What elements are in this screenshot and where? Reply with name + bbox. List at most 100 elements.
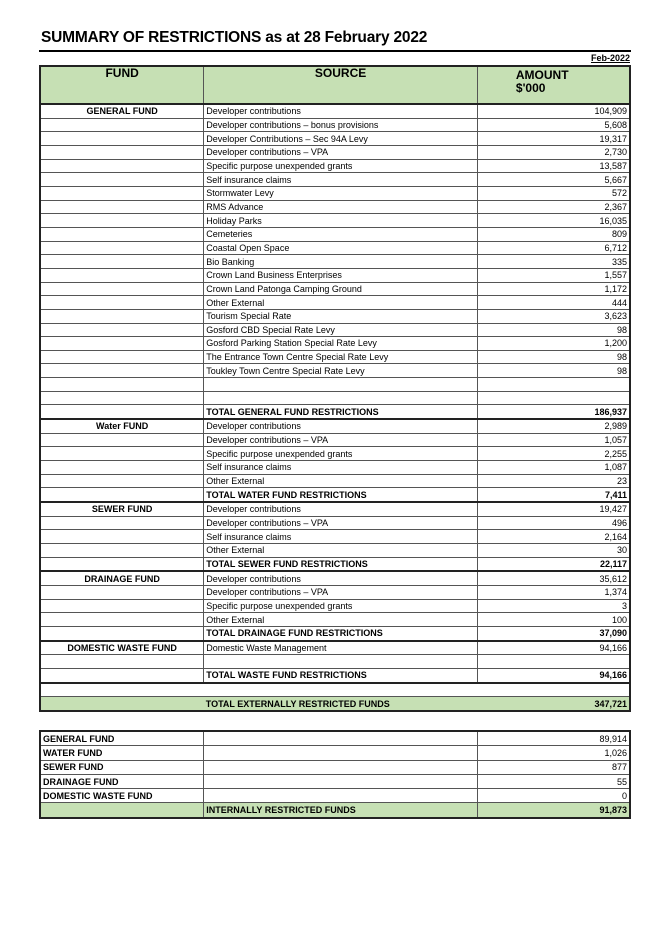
table-row: Stormwater Levy 572 bbox=[39, 185, 631, 201]
source-cell: Crown Land Business Enterprises bbox=[203, 267, 478, 283]
total-label: TOTAL WASTE FUND RESTRICTIONS bbox=[203, 667, 478, 684]
table-row: Other External 30 bbox=[39, 543, 631, 558]
table-row: Toukley Town Centre Special Rate Levy 98 bbox=[39, 363, 631, 379]
external-total-amount: 347,721 bbox=[477, 696, 630, 712]
amount-cell: 16,035 bbox=[476, 213, 631, 228]
amount-cell bbox=[476, 390, 631, 406]
blank-row bbox=[39, 654, 631, 669]
amount-header-line1: AMOUNT bbox=[515, 68, 569, 82]
amount-cell: 94,166 bbox=[476, 640, 631, 656]
fund-name: GENERAL FUND bbox=[39, 103, 205, 119]
amount-cell: 23 bbox=[476, 473, 631, 489]
section-total-row: TOTAL DRAINAGE FUND RESTRICTIONS 37,090 bbox=[39, 625, 631, 642]
source-cell: Other External bbox=[203, 473, 478, 489]
fund-cell bbox=[39, 515, 205, 531]
internal-row: GENERAL FUND 89,914 bbox=[39, 730, 631, 747]
title-divider bbox=[39, 50, 631, 52]
amount-cell: 3,623 bbox=[476, 308, 631, 324]
source-header: SOURCE bbox=[203, 65, 478, 105]
table-row: Self insurance claims 1,087 bbox=[39, 460, 631, 475]
amount-cell: 335 bbox=[476, 254, 631, 269]
source-cell: Specific purpose unexpended grants bbox=[203, 158, 478, 174]
amount-header-line2: $'000 bbox=[515, 81, 546, 95]
amount-cell: 2,730 bbox=[476, 144, 631, 160]
internal-amount: 0 bbox=[476, 788, 631, 804]
fund-cell bbox=[39, 802, 205, 819]
table-row: The Entrance Town Centre Special Rate Le… bbox=[39, 349, 631, 365]
fund-cell bbox=[39, 199, 205, 215]
table-row: Gosford CBD Special Rate Levy 98 bbox=[39, 322, 631, 338]
internal-total-amount: 91,873 bbox=[476, 802, 631, 819]
section-total-row: TOTAL GENERAL FUND RESTRICTIONS 186,937 bbox=[39, 404, 631, 421]
fund-name: DRAINAGE FUND bbox=[39, 570, 205, 586]
source-cell: Cemeteries bbox=[203, 226, 478, 242]
source-cell bbox=[203, 745, 478, 761]
amount-cell: 98 bbox=[476, 349, 631, 365]
fund-cell bbox=[39, 363, 205, 379]
table-row: Specific purpose unexpended grants 2,255 bbox=[39, 446, 631, 462]
fund-cell bbox=[39, 667, 205, 684]
amount-cell: 444 bbox=[476, 295, 631, 310]
table-row: Self insurance claims 5,667 bbox=[39, 172, 631, 187]
source-cell bbox=[203, 730, 478, 747]
internal-total-row: INTERNALLY RESTRICTED FUNDS 91,873 bbox=[39, 802, 631, 819]
total-label: TOTAL DRAINAGE FUND RESTRICTIONS bbox=[203, 625, 478, 642]
amount-cell: 5,608 bbox=[476, 117, 631, 133]
fund-cell bbox=[39, 377, 205, 392]
source-cell bbox=[203, 377, 478, 392]
source-cell: Domestic Waste Management bbox=[203, 640, 478, 656]
table-row: DOMESTIC WASTE FUND Domestic Waste Manage… bbox=[39, 640, 631, 656]
amount-cell: 98 bbox=[476, 322, 631, 338]
internal-fund-name: SEWER FUND bbox=[39, 759, 205, 775]
period-label: Feb-2022 bbox=[590, 53, 630, 63]
table-row: Developer contributions – VPA 496 bbox=[39, 515, 631, 531]
fund-cell bbox=[39, 267, 205, 283]
fund-cell bbox=[39, 432, 205, 448]
amount-cell: 3 bbox=[476, 598, 631, 614]
amount-cell: 2,367 bbox=[476, 199, 631, 215]
fund-cell bbox=[39, 295, 205, 310]
source-cell: Bio Banking bbox=[203, 254, 478, 269]
source-cell: Holiday Parks bbox=[203, 213, 478, 228]
table-row: RMS Advance 2,367 bbox=[39, 199, 631, 215]
total-amount: 7,411 bbox=[476, 487, 631, 504]
fund-cell bbox=[39, 213, 205, 228]
amount-cell: 572 bbox=[476, 185, 631, 201]
table-row: Crown Land Business Enterprises 1,557 bbox=[39, 267, 631, 283]
amount-cell: 2,989 bbox=[476, 418, 631, 434]
source-cell bbox=[203, 759, 478, 775]
section-total-row: TOTAL WASTE FUND RESTRICTIONS 94,166 bbox=[39, 667, 631, 684]
amount-cell: 13,587 bbox=[476, 158, 631, 174]
source-cell: Developer contributions bbox=[203, 418, 478, 434]
table-row: Gosford Parking Station Special Rate Lev… bbox=[39, 336, 631, 351]
table-row: Specific purpose unexpended grants 13,587 bbox=[39, 158, 631, 174]
table-row: Developer Contributions – Sec 94A Levy 19… bbox=[39, 131, 631, 146]
table-row: Developer contributions – VPA 2,730 bbox=[39, 144, 631, 160]
table-row: Self insurance claims 2,164 bbox=[39, 529, 631, 544]
source-cell: Developer contributions – bonus provisio… bbox=[203, 117, 478, 133]
table-row: Other External 444 bbox=[39, 295, 631, 310]
table-row: Developer contributions – VPA 1,374 bbox=[39, 584, 631, 600]
amount-cell: 30 bbox=[476, 543, 631, 558]
fund-name: SEWER FUND bbox=[39, 501, 205, 517]
source-cell: RMS Advance bbox=[203, 199, 478, 215]
amount-cell: 1,057 bbox=[476, 432, 631, 448]
fund-cell bbox=[39, 446, 205, 462]
fund-header: FUND bbox=[39, 65, 205, 105]
fund-cell bbox=[39, 117, 205, 133]
fund-cell bbox=[39, 460, 205, 475]
source-cell: Tourism Special Rate bbox=[203, 308, 478, 324]
fund-cell bbox=[39, 487, 205, 504]
fund-cell bbox=[39, 172, 205, 187]
total-label: TOTAL SEWER FUND RESTRICTIONS bbox=[203, 556, 478, 573]
fund-cell bbox=[39, 144, 205, 160]
internal-restrictions-table: GENERAL FUND 89,914 WATER FUND 1,026 SEWER F… bbox=[39, 730, 631, 819]
source-cell bbox=[203, 788, 478, 804]
fund-cell bbox=[39, 185, 205, 201]
fund-cell bbox=[39, 226, 205, 242]
spacer-cell bbox=[40, 682, 630, 697]
internal-row: DOMESTIC WASTE FUND 0 bbox=[39, 788, 631, 804]
amount-cell: 5,667 bbox=[476, 172, 631, 187]
source-cell: Coastal Open Space bbox=[203, 240, 478, 256]
amount-cell: 1,172 bbox=[476, 281, 631, 297]
